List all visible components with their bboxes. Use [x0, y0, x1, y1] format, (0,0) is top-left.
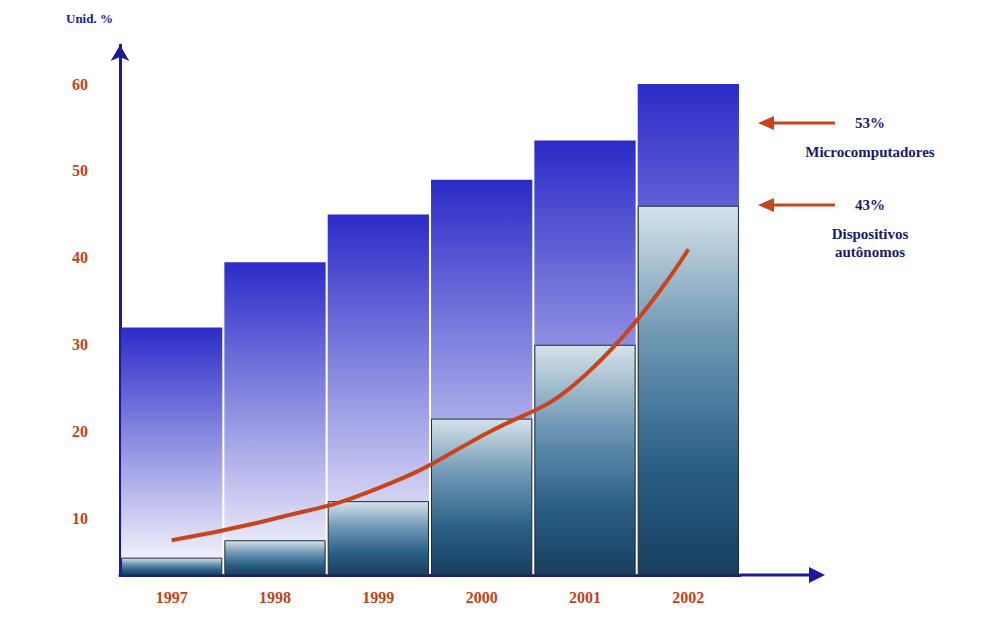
svg-text:2002: 2002: [672, 589, 704, 606]
svg-text:Microcomputadores: Microcomputadores: [805, 144, 935, 160]
svg-text:10: 10: [72, 510, 88, 527]
svg-text:1998: 1998: [259, 589, 291, 606]
svg-text:53%: 53%: [855, 115, 885, 131]
svg-text:40: 40: [72, 249, 88, 266]
svg-text:Unid. %: Unid. %: [66, 11, 113, 26]
svg-text:1999: 1999: [362, 589, 394, 606]
svg-text:20: 20: [72, 423, 88, 440]
svg-text:1997: 1997: [156, 589, 188, 606]
svg-text:60: 60: [72, 76, 88, 93]
svg-text:50: 50: [72, 162, 88, 179]
svg-text:2000: 2000: [466, 589, 498, 606]
svg-text:2001: 2001: [569, 589, 601, 606]
svg-text:Dispositivos: Dispositivos: [832, 226, 909, 242]
svg-text:43%: 43%: [855, 197, 885, 213]
svg-text:autônomos: autônomos: [835, 244, 905, 260]
svg-text:30: 30: [72, 336, 88, 353]
